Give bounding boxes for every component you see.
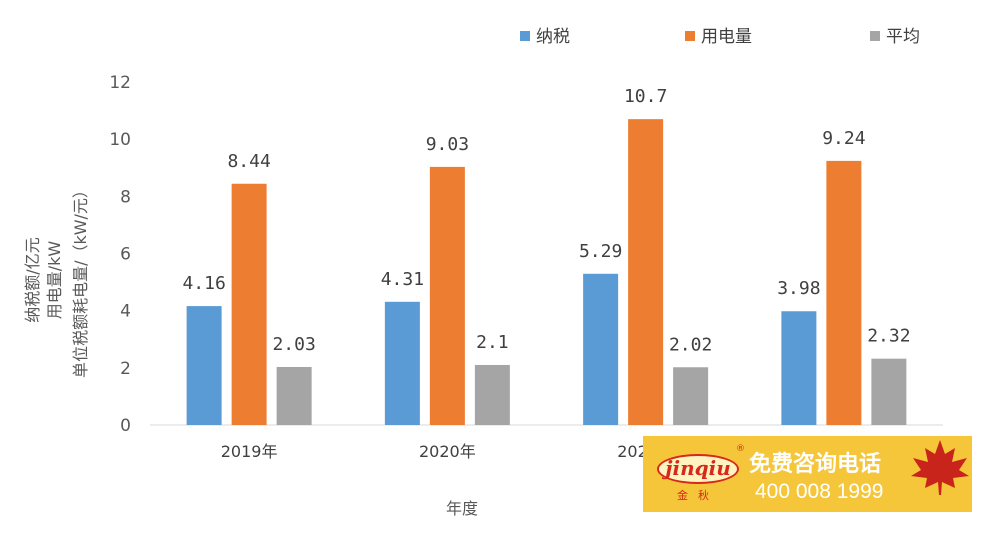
data-label: 2.1 (476, 332, 509, 353)
legend: 纳税 用电量 平均 (520, 27, 920, 47)
data-label: 2.02 (669, 334, 712, 355)
legend-swatch (520, 31, 530, 41)
bar-1-1 (186, 306, 222, 425)
data-label: 5.29 (579, 241, 622, 262)
data-label: 10.7 (624, 86, 667, 107)
legend-label: 用电量 (701, 27, 752, 47)
y-tick-label: 10 (109, 130, 131, 150)
y-tick-label: 4 (120, 302, 131, 322)
legend-label: 平均 (886, 27, 920, 47)
y-tick-label: 0 (120, 416, 131, 436)
bar-2-2 (429, 166, 465, 425)
bar-3-2 (474, 364, 510, 425)
maple-leaf-icon (911, 440, 969, 495)
x-category-label: 2020年 (419, 442, 476, 461)
data-label: 3.98 (777, 278, 820, 299)
data-labels: 4.16 8.44 2.03 4.31 9.03 2.1 5.29 10.7 2.02 3.98 9… (182, 86, 910, 355)
y-tick-label: 6 (120, 245, 131, 265)
y-axis-title: 纳税额/亿元 用电量/kW 单位税额耗电量/（kW/元） (23, 182, 90, 378)
data-label: 2.32 (867, 326, 910, 347)
data-label: 4.16 (182, 273, 225, 294)
bars (186, 119, 907, 426)
ad-banner[interactable]: jinqiu 金秋 ® 免费咨询电话 400 008 1999 (643, 436, 972, 512)
logo-oval (657, 454, 739, 484)
data-label: 2.03 (272, 334, 315, 355)
y-axis-ticks: 0 2 4 6 8 10 12 (109, 73, 131, 436)
ad-phone-number[interactable]: 400 008 1999 (755, 480, 884, 503)
data-label: 8.44 (227, 151, 270, 172)
bar-3-1 (276, 366, 312, 425)
legend-swatch (685, 31, 695, 41)
y-axis-title-line: 用电量/kW (45, 241, 64, 320)
y-axis-title-line: 单位税额耗电量/（kW/元） (71, 182, 90, 378)
bar-3-4 (871, 358, 907, 425)
y-tick-label: 12 (109, 73, 131, 93)
logo-text: jinqiu (665, 456, 731, 480)
bar-3-3 (673, 367, 709, 425)
ad-title: 免费咨询电话 (749, 452, 882, 477)
logo-subtext: 金秋 (677, 489, 719, 502)
y-tick-label: 8 (120, 187, 131, 207)
jinqiu-logo: jinqiu 金秋 (657, 450, 739, 502)
data-label: 9.24 (822, 128, 865, 149)
bar-2-1 (231, 183, 267, 425)
bar-1-2 (384, 301, 420, 425)
y-axis-title-line: 纳税额/亿元 (23, 237, 42, 322)
x-category-label: 2019年 (221, 442, 278, 461)
legend-swatch (870, 31, 880, 41)
bar-1-3 (583, 273, 619, 425)
legend-label: 纳税 (536, 27, 570, 47)
registered-mark: ® (736, 444, 745, 454)
bar-2-3 (628, 119, 664, 426)
data-label: 9.03 (426, 134, 469, 155)
data-label: 4.31 (381, 269, 424, 290)
bar-1-4 (781, 311, 817, 425)
x-axis-title: 年度 (446, 499, 478, 518)
bar-2-4 (826, 160, 862, 425)
y-tick-label: 2 (120, 359, 131, 379)
